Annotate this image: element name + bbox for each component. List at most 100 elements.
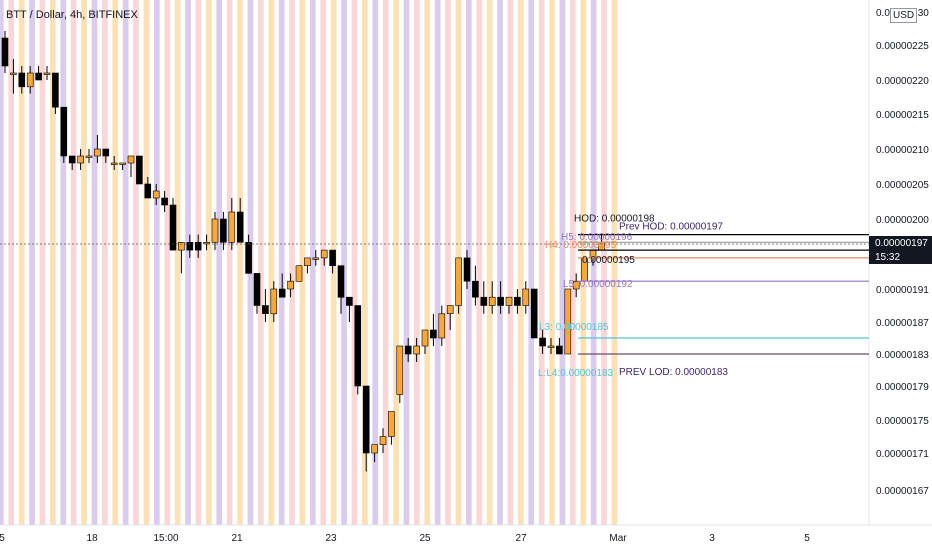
candle-body (514, 296, 521, 306)
session-band (154, 0, 160, 525)
l5-label: L5: 0.00000192 (563, 279, 633, 290)
candle-body (144, 183, 152, 199)
candle-body (362, 385, 370, 454)
candle-body (346, 296, 353, 306)
candle (35, 66, 42, 81)
candle-body (488, 296, 496, 306)
session-band (393, 0, 399, 525)
candle (94, 135, 101, 163)
session-band (18, 0, 25, 525)
candle (430, 313, 437, 346)
candle-body (85, 155, 93, 158)
candle (144, 177, 152, 199)
candle-body (94, 148, 101, 157)
candle (194, 234, 202, 258)
session-band (320, 0, 327, 525)
session-band (91, 0, 98, 525)
time-tick: 5 (804, 533, 810, 544)
session-band (445, 0, 451, 525)
candle (312, 250, 320, 266)
candle-body (43, 72, 51, 75)
candle-body (564, 288, 572, 355)
candle (152, 184, 160, 205)
candle (379, 428, 387, 453)
session-band (112, 0, 119, 525)
price-tick: 0.00000205 (876, 180, 929, 191)
price-tick: 0.00000220 (876, 76, 929, 87)
candle (413, 338, 420, 362)
price-tick: 0.00000171 (876, 449, 929, 460)
candle (346, 296, 353, 322)
candle (329, 249, 336, 274)
price-tick: 0.00000191 (876, 285, 929, 296)
candle (203, 234, 210, 251)
candle (85, 149, 93, 163)
candle (362, 385, 370, 472)
l-bottom-label: L:L4:0.00000183 (538, 368, 614, 379)
candle-body (228, 211, 236, 243)
candle-body (169, 204, 177, 251)
candle-body (455, 257, 462, 306)
price-axis[interactable]: 0.000002300.000002250.000002200.00000215… (876, 8, 929, 497)
candle-body (446, 305, 454, 314)
time-tick: 18 (86, 533, 98, 544)
candle-body (127, 155, 135, 164)
time-tick: Mar (609, 533, 627, 544)
candle-body (119, 162, 126, 165)
candle-body (438, 313, 446, 339)
bar-countdown: 15:32 (875, 252, 900, 263)
candle (295, 265, 303, 282)
candle (236, 198, 244, 243)
session-band (601, 0, 607, 525)
time-axis[interactable]: 5 18 15:00 21 23 25 27 Mar 3 5 (0, 533, 810, 544)
session-band (206, 0, 212, 525)
candle-body (572, 280, 580, 290)
session-band (538, 0, 545, 525)
candle (262, 289, 269, 322)
time-tick: 15:00 (153, 533, 178, 544)
session-band (299, 0, 306, 525)
h5-label: H5: 0.00000196 (561, 232, 633, 243)
session-band (0, 0, 4, 525)
candle-body (278, 288, 286, 298)
session-band (486, 0, 493, 525)
currency-selector[interactable]: USD (890, 8, 918, 23)
last-price-tag: 0.00000197 15:32 (869, 236, 932, 264)
candle (446, 305, 454, 330)
candle (337, 265, 345, 314)
candle-body (337, 265, 345, 298)
candle (287, 273, 294, 298)
candle (68, 155, 76, 170)
candle-body (110, 162, 118, 165)
session-band (434, 0, 441, 525)
session-band (403, 0, 410, 525)
candle-body (178, 242, 185, 251)
symbol-title[interactable]: BTT / Dollar, 4h, BITFINEX (6, 9, 138, 21)
session-band (476, 0, 483, 525)
candle (371, 444, 378, 463)
candle-body (236, 211, 244, 243)
time-tick: 3 (709, 533, 715, 544)
candle (119, 162, 126, 170)
candle-body (203, 242, 210, 245)
session-band (310, 0, 316, 525)
session-band (185, 0, 191, 525)
candle-body (421, 329, 429, 347)
session-band (289, 0, 295, 525)
price-tick: 0.00000210 (876, 145, 929, 156)
candle (228, 198, 236, 251)
candle-body (354, 305, 362, 387)
time-tick: 27 (515, 533, 527, 544)
candle-body (136, 155, 143, 185)
candle-body (152, 190, 160, 199)
candle-body (312, 257, 320, 260)
candle-body (530, 288, 538, 339)
candle-body (413, 345, 420, 355)
candle-body (10, 72, 17, 75)
candle-body (220, 218, 227, 243)
candle (178, 242, 185, 274)
session-band (341, 0, 347, 525)
candle-body (329, 249, 336, 267)
